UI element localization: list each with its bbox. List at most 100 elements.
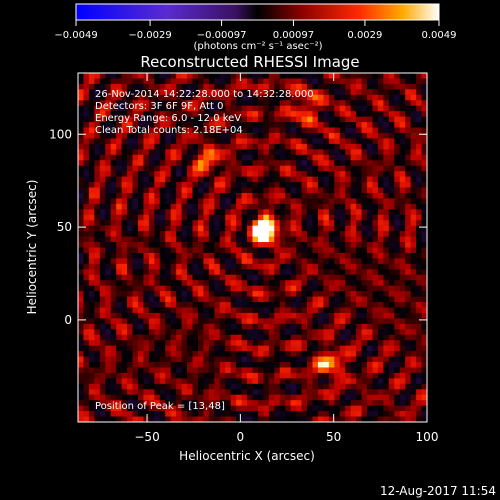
heatmap-cell [328,100,335,107]
heatmap-cell [99,329,106,336]
heatmap-cell [361,176,368,183]
heatmap-cell [121,192,128,199]
heatmap-cell [388,100,395,107]
heatmap-cell [230,149,237,156]
heatmap-cell [132,89,139,96]
heatmap-cell [367,252,373,259]
heatmap-cell [405,203,412,210]
heatmap-cell [127,154,133,161]
heatmap-cell [416,209,422,216]
heatmap-cell [345,182,352,188]
heatmap-cell [154,302,161,308]
heatmap-cell [421,236,428,243]
heatmap-cell [225,416,232,423]
heatmap-cell [230,378,237,385]
heatmap-cell [230,307,237,314]
heatmap-cell [377,351,384,357]
heatmap-cell [225,296,232,303]
heatmap-cell [290,198,297,205]
heatmap-cell [252,400,259,407]
heatmap-cell [132,285,139,292]
heatmap-cell [416,291,422,297]
heatmap-cell [334,132,341,139]
heatmap-cell [94,89,101,96]
heatmap-cell [132,143,139,150]
heatmap-cell [143,269,150,276]
heatmap-cell [230,122,237,128]
heatmap-cell [268,318,275,325]
heatmap-cell [78,269,84,276]
heatmap-cell [405,105,412,112]
heatmap-cell [165,187,172,194]
heatmap-cell [132,312,139,319]
heatmap-cell [148,258,155,265]
heatmap-cell [170,362,177,368]
heatmap-cell [279,296,286,303]
heatmap-cell [301,160,308,167]
heatmap-cell [345,323,352,330]
heatmap-cell [110,296,117,303]
heatmap-cell [356,89,362,96]
heatmap-cell [334,378,341,385]
heatmap-cell [197,252,204,259]
heatmap-cell [285,165,292,172]
heatmap-cell [285,394,292,401]
heatmap-cell [78,154,84,161]
heatmap-cell [99,274,106,281]
heatmap-cell [416,132,422,139]
heatmap-cell [214,291,221,297]
heatmap-cell [279,307,286,314]
heatmap-cell [388,242,395,248]
heatmap-cell [252,154,259,161]
heatmap-cell [176,132,183,139]
heatmap-cell [241,302,248,308]
heatmap-cell [345,89,352,96]
heatmap-cell [296,323,302,330]
heatmap-cell [252,367,259,374]
heatmap-cell [383,269,390,276]
heatmap-cell [121,105,128,112]
heatmap-cell [394,165,401,172]
heatmap-cell [187,405,193,412]
heatmap-cell [116,149,123,156]
heatmap-cell [181,405,188,412]
heatmap-cell [252,83,259,90]
heatmap-cell [367,214,373,221]
heatmap-cell [116,307,123,314]
heatmap-cell [154,318,161,325]
heatmap-cell [94,378,101,385]
heatmap-cell [121,100,128,107]
heatmap-cell [105,280,112,287]
heatmap-cell [137,318,144,325]
heatmap-cell [334,356,341,363]
heatmap-cell [83,394,90,401]
heatmap-cell [394,405,401,412]
heatmap-cell [225,78,232,85]
heatmap-cell [132,198,139,205]
heatmap-cell [252,225,259,232]
heatmap-cell [247,274,253,281]
heatmap-cell [176,400,183,407]
heatmap-cell [367,389,373,396]
heatmap-cell [247,149,253,156]
heatmap-cell [290,225,297,232]
heatmap-cell [399,132,406,139]
heatmap-cell [78,111,84,118]
heatmap-cell [345,198,352,205]
heatmap-cell [405,111,412,118]
heatmap-cell [334,389,341,396]
heatmap-cell [78,302,84,308]
heatmap-cell [165,105,172,112]
heatmap-cell [279,214,286,221]
heatmap-cell [159,203,166,210]
heatmap-cell [230,182,237,188]
heatmap-cell [268,198,275,205]
heatmap-cell [328,83,335,90]
heatmap-cell [143,280,150,287]
heatmap-cell [416,258,422,265]
heatmap-cell [105,302,112,308]
heatmap-cell [137,285,144,292]
heatmap-cell [110,132,117,139]
heatmap-cell [225,198,232,205]
heatmap-cell [252,351,259,357]
